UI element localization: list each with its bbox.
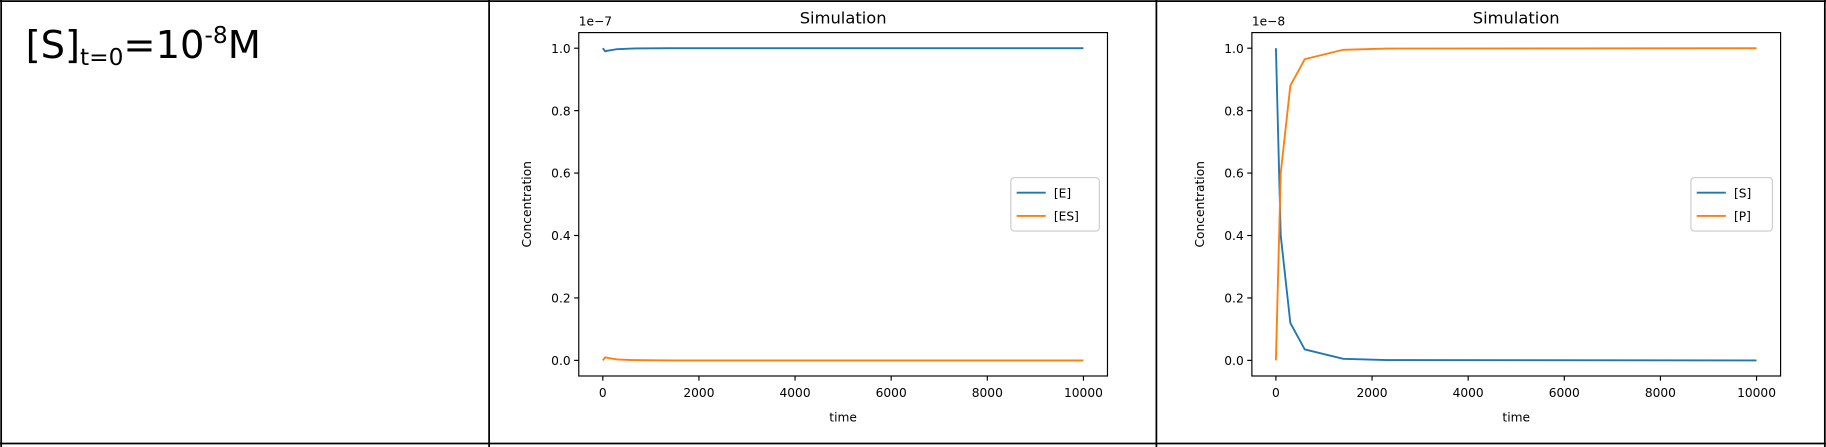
label-main: [S] (26, 23, 80, 68)
axes-frame (578, 32, 1109, 377)
x-tick-label: 10000 (1064, 386, 1103, 400)
label-superscript: -8 (205, 22, 228, 49)
x-tick-label: 6000 (1549, 386, 1580, 400)
condition-label: [S]t=0=10-8M (26, 22, 261, 71)
x-tick-label: 4000 (780, 386, 811, 400)
label-subscript: t=0 (80, 44, 123, 71)
label-unit: M (228, 23, 261, 68)
x-tick-label: 2000 (1356, 386, 1387, 400)
x-tick-label: 8000 (972, 386, 1003, 400)
x-tick-label: 0 (599, 386, 607, 400)
x-tick-label: 10000 (1737, 386, 1776, 400)
x-tick-label: 6000 (876, 386, 907, 400)
chart: Simulation time Concentration 1e−8 0 2000 4000… (1193, 8, 1782, 424)
legend-box (1690, 176, 1774, 232)
x-tick-label: 4000 (1453, 386, 1484, 400)
y-tick-label: 0.8 (1224, 104, 1243, 118)
y-tick-label: 0.0 (551, 354, 570, 368)
legend-label: [E] (1054, 186, 1071, 200)
y-tick-label: 0.6 (1224, 167, 1243, 181)
x-tick-label: 2000 (683, 386, 714, 400)
y-offset-label: 1e−8 (1252, 15, 1285, 29)
y-tick-label: 1.0 (551, 42, 570, 56)
axes-frame (1251, 32, 1782, 377)
y-tick-label: 0.4 (551, 229, 571, 243)
y-tick-label: 1.0 (1224, 42, 1243, 56)
y-tick-label: 0.0 (1224, 354, 1243, 368)
series-line (1274, 47, 1757, 361)
x-axis-label: time (1502, 410, 1530, 424)
legend-label: [P] (1734, 210, 1751, 224)
legend-label: [ES] (1054, 210, 1079, 224)
legend-label: [S] (1734, 186, 1751, 200)
y-tick-label: 0.2 (1224, 292, 1243, 306)
y-tick-label: 0.4 (1224, 229, 1244, 243)
series-line (602, 356, 1084, 362)
y-axis-label: Concentration (1193, 161, 1207, 247)
y-tick-label: 0.6 (551, 167, 570, 181)
series-line (602, 47, 1084, 53)
y-axis-label: Concentration (520, 161, 534, 247)
chart-title: Simulation (1473, 8, 1560, 27)
x-tick-label: 0 (1272, 386, 1280, 400)
series-line (1274, 48, 1757, 362)
x-tick-label: 8000 (1645, 386, 1676, 400)
x-axis-label: time (829, 410, 857, 424)
y-tick-label: 0.8 (551, 104, 570, 118)
chart-title: Simulation (800, 8, 887, 27)
y-offset-label: 1e−7 (579, 15, 612, 29)
y-tick-label: 0.2 (551, 292, 570, 306)
legend-box (1010, 176, 1100, 232)
chart: Simulation time Concentration 1e−7 0 2000 4000… (520, 8, 1109, 424)
label-equals: =10 (123, 23, 204, 68)
